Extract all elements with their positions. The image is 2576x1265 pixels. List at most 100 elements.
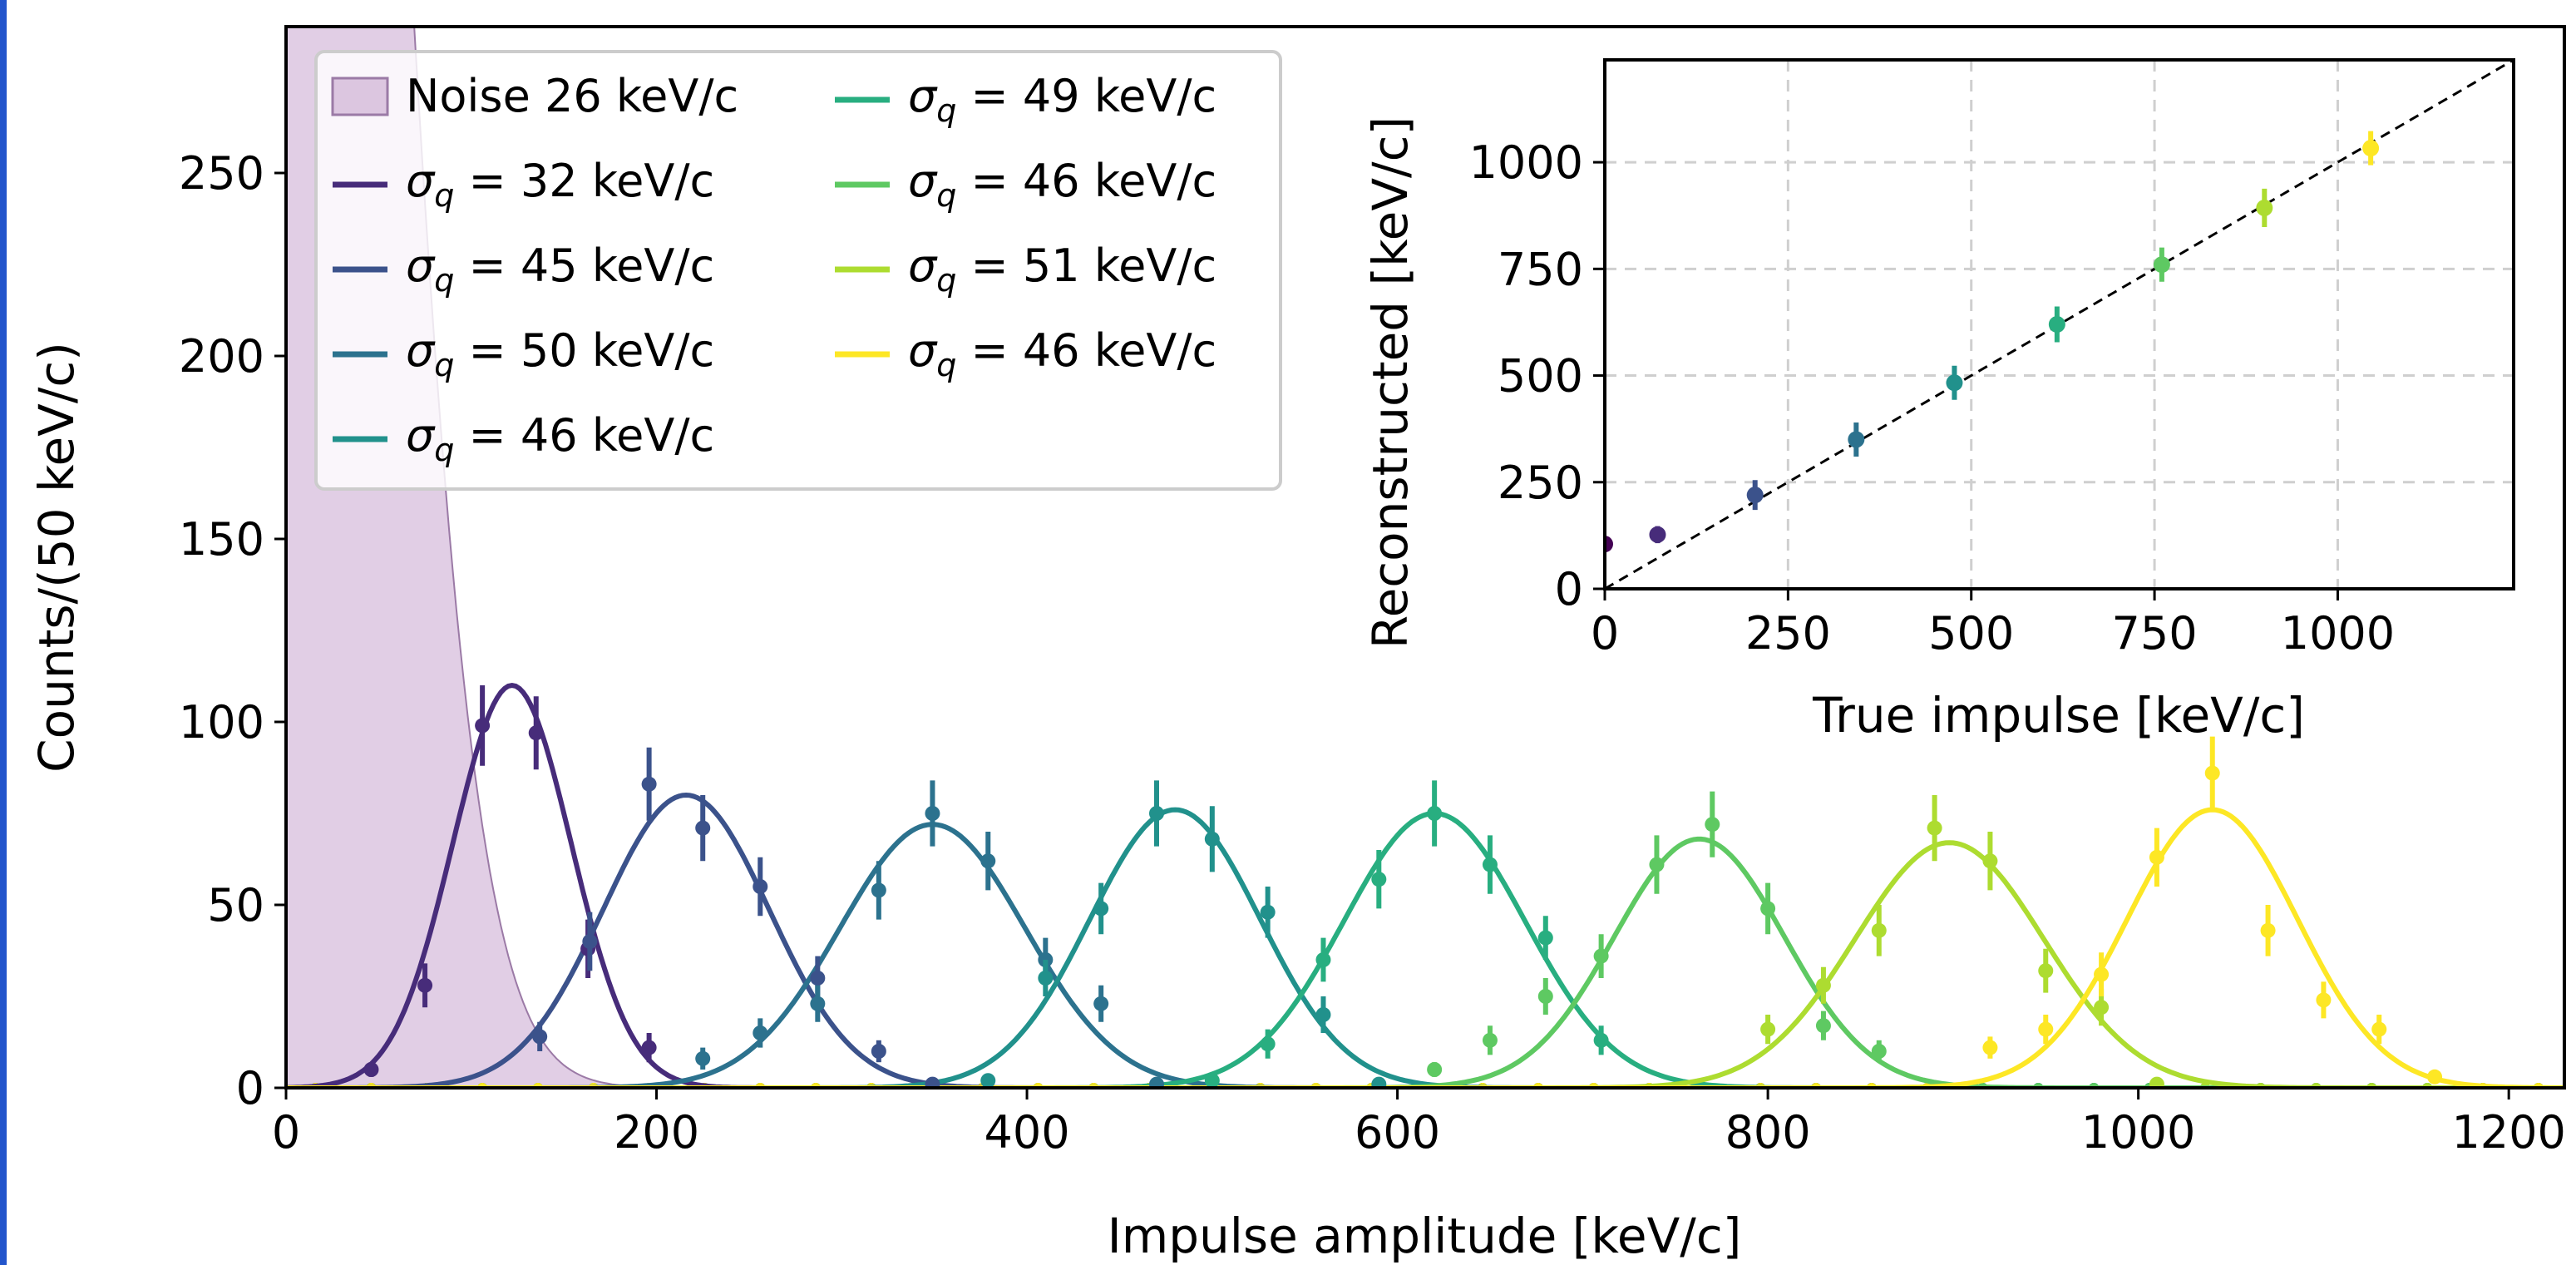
y-tick-label-50: 50 — [207, 879, 264, 931]
data-point-7-8 — [2427, 1069, 2443, 1085]
legend-label-noise: Noise 26 keV/c — [406, 70, 738, 122]
window-edge — [0, 0, 7, 1265]
inset-point-1 — [1649, 526, 1666, 543]
data-point-4-0 — [1204, 1073, 1220, 1088]
fit-curve-0 — [286, 682, 2564, 1088]
main-x-axis-label: Impulse amplitude [keV/c] — [1108, 1208, 1742, 1264]
data-point-4-7 — [1593, 1032, 1609, 1048]
data-point-4-4 — [1427, 806, 1443, 821]
data-point-1-0 — [532, 1029, 548, 1045]
y-tick-label-250: 250 — [179, 147, 264, 200]
data-point-4-3 — [1371, 872, 1387, 887]
inset-y-tick-label-1000: 1000 — [1469, 136, 1583, 189]
x-tick-label-600: 600 — [1355, 1106, 1440, 1159]
data-point-2-4 — [925, 806, 940, 821]
data-point-2-0 — [695, 1050, 711, 1066]
data-point-1-2 — [641, 776, 657, 792]
data-point-3-2 — [1093, 901, 1109, 917]
data-point-7-6 — [2316, 992, 2332, 1008]
fit-curve-2 — [286, 822, 2564, 1088]
inset-x-tick-label-250: 250 — [1745, 607, 1831, 660]
y-tick-label-100: 100 — [179, 696, 264, 749]
inset-y-tick-label-750: 750 — [1498, 243, 1583, 295]
main-y-axis-label: Counts/(50 keV/c) — [28, 342, 85, 773]
inset-axes-frame — [1603, 58, 2515, 590]
data-point-0-5 — [641, 1040, 657, 1055]
data-point-6-0 — [1760, 1021, 1776, 1037]
legend-label-5: σq = 46 keV/c — [908, 155, 1216, 214]
data-point-4-5 — [1482, 857, 1498, 872]
inset-y-tick-label-500: 500 — [1498, 350, 1583, 403]
data-point-7-7 — [2371, 1021, 2387, 1037]
y-tick-label-0: 0 — [236, 1062, 264, 1114]
legend-label-3: σq = 46 keV/c — [406, 409, 714, 468]
data-point-5-5 — [1705, 817, 1720, 833]
data-point-4-2 — [1315, 952, 1331, 967]
data-point-7-4 — [2204, 765, 2220, 781]
inset-x-tick-label-500: 500 — [1928, 607, 2014, 660]
x-tick-label-1000: 1000 — [2081, 1106, 2195, 1159]
legend-label-6: σq = 51 keV/c — [908, 240, 1216, 299]
data-point-7-5 — [2260, 922, 2276, 938]
data-point-2-2 — [810, 996, 826, 1011]
inset-point-4 — [1946, 374, 1963, 392]
data-point-6-1 — [1815, 977, 1831, 993]
legend-label-7: σq = 46 keV/c — [908, 324, 1216, 383]
x-tick-label-1200: 1200 — [2451, 1106, 2565, 1159]
fit-curve-4 — [286, 810, 2564, 1088]
legend-box — [314, 50, 1282, 491]
inset-y-axis-label: Reconstructed [keV/c] — [1362, 116, 1419, 649]
data-point-6-6 — [2094, 1000, 2110, 1015]
inset-point-6 — [2153, 256, 2170, 274]
fit-curve-7 — [286, 807, 2564, 1088]
data-point-6-7 — [2149, 1076, 2164, 1088]
inset-y-tick-label-250: 250 — [1498, 457, 1583, 509]
data-point-3-5 — [1260, 904, 1276, 920]
data-point-1-7 — [925, 1076, 940, 1088]
legend-swatch-noise — [331, 77, 389, 116]
data-point-5-7 — [1815, 1018, 1831, 1034]
inset-x-tick-label-0: 0 — [1591, 607, 1619, 660]
data-point-5-0 — [1427, 1062, 1443, 1077]
data-point-3-0 — [980, 1073, 996, 1088]
data-point-5-3 — [1593, 948, 1609, 964]
data-point-7-1 — [2038, 1021, 2054, 1037]
data-point-5-4 — [1649, 857, 1665, 872]
data-point-3-3 — [1148, 806, 1164, 821]
data-point-3-6 — [1315, 1007, 1331, 1022]
data-point-4-1 — [1260, 1036, 1276, 1052]
inset-point-2 — [1746, 487, 1764, 504]
data-point-2-1 — [753, 1025, 768, 1040]
data-point-4-6 — [1537, 930, 1553, 946]
x-tick-label-0: 0 — [272, 1106, 300, 1159]
data-point-7-2 — [2094, 966, 2110, 982]
data-point-1-4 — [753, 879, 768, 894]
inset-plot: 0 250 500 750 1000 0 250 500 750 1000 True impuls… — [1362, 58, 2515, 744]
inset-y-tick-label-0: 0 — [1555, 563, 1583, 615]
inset-point-7 — [2256, 199, 2273, 216]
fit-curve-5 — [286, 836, 2564, 1088]
data-point-1-1 — [582, 934, 598, 949]
data-point-5-8 — [1871, 1044, 1887, 1059]
data-point-2-3 — [871, 882, 886, 898]
inset-point-3 — [1848, 431, 1865, 448]
x-tick-label-200: 200 — [614, 1106, 699, 1159]
inset-point-5 — [2048, 316, 2065, 333]
data-point-6-3 — [1927, 820, 1942, 836]
data-point-6-4 — [1982, 853, 1998, 869]
inset-x-tick-label-1000: 1000 — [2281, 607, 2395, 660]
fit-curve-1 — [286, 792, 2564, 1088]
data-point-3-4 — [1204, 831, 1220, 847]
data-point-5-1 — [1482, 1032, 1498, 1048]
data-point-0-2 — [475, 718, 491, 734]
data-point-1-6 — [871, 1044, 886, 1059]
legend-label-4: σq = 49 keV/c — [908, 70, 1216, 129]
y-tick-label-150: 150 — [179, 513, 264, 566]
data-point-2-5 — [980, 853, 996, 869]
legend-label-0: σq = 32 keV/c — [406, 155, 714, 214]
legend: Noise 26 keV/c σq = 32 keV/c σq = 45 keV/c… — [314, 50, 1282, 491]
fit-curve-3 — [286, 807, 2564, 1088]
data-point-3-1 — [1038, 971, 1054, 986]
data-point-5-2 — [1537, 989, 1553, 1004]
